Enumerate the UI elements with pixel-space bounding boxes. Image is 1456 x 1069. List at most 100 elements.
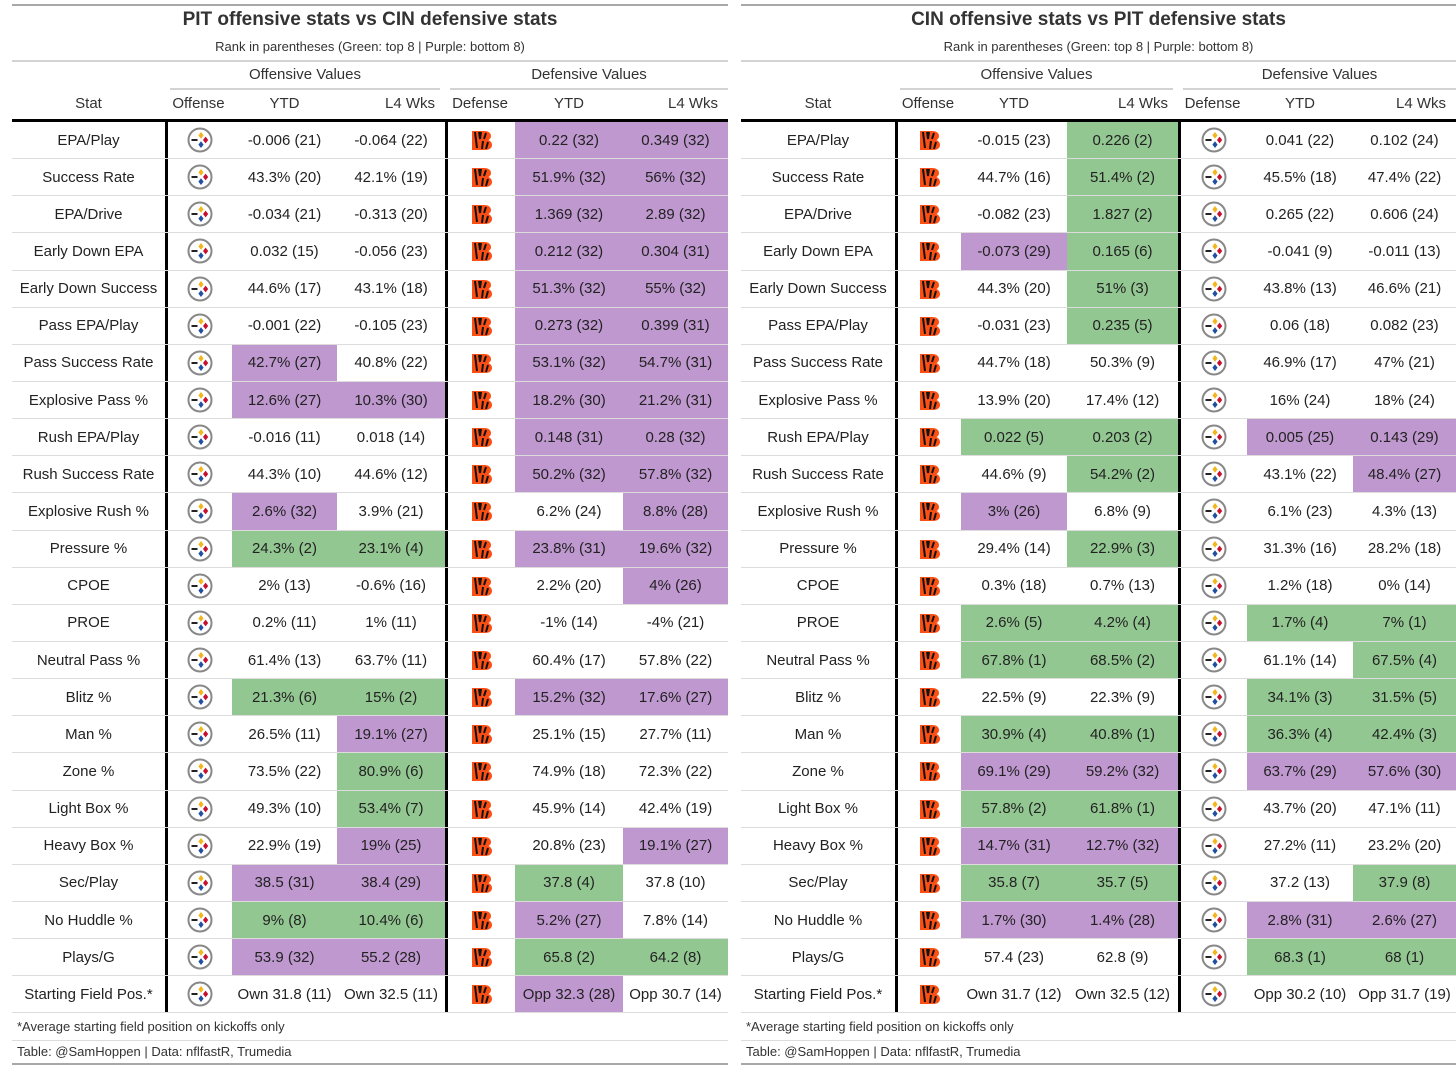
offense-team-cell — [895, 493, 961, 530]
table-row: Light Box % 49.3% (10) 53.4% (7) 45.9% (14)… — [12, 790, 728, 828]
offense-team-cell — [165, 604, 232, 641]
def-l4-value: 57.8% (22) — [638, 651, 713, 669]
def-l4-value: 19.6% (32) — [623, 530, 728, 567]
steelers-logo-icon — [186, 572, 214, 600]
offense-team-cell — [895, 790, 961, 827]
bengals-logo-icon — [916, 795, 944, 823]
table-row: Early Down Success 44.6% (17) 43.1% (18) 51… — [12, 270, 728, 308]
offense-team-cell — [895, 456, 961, 493]
def-ytd-value: 27.2% (11) — [1263, 837, 1337, 855]
off-l4-value: 22.3% (9) — [1089, 688, 1156, 706]
offense-team-cell — [895, 901, 961, 939]
off-ytd-value: Own 31.8 (11) — [237, 985, 332, 1003]
stat-label: Pass Success Rate — [752, 354, 884, 372]
bengals-logo-icon — [916, 869, 944, 897]
off-ytd-value: 53.9 (32) — [232, 939, 337, 976]
defense-team-cell — [1178, 159, 1247, 196]
off-l4-value: 0.226 (2) — [1067, 122, 1178, 159]
steelers-logo-icon — [1200, 609, 1228, 637]
def-l4-value: -4% (21) — [646, 614, 705, 632]
bengals-logo-icon — [916, 980, 944, 1008]
stat-label: Neutral Pass % — [766, 651, 870, 669]
stat-label: Success Rate — [42, 168, 135, 186]
def-l4-value: 68 (1) — [1353, 939, 1456, 976]
table-row: Rush EPA/Play -0.016 (11) 0.018 (14) 0.148 … — [12, 419, 728, 457]
def-ytd-value: 74.9% (18) — [532, 762, 606, 780]
stat-label: Zone % — [792, 762, 844, 780]
off-ytd-value: 2% (13) — [258, 577, 311, 595]
defense-team-cell — [445, 604, 515, 641]
off-ytd-value: 22.5% (9) — [981, 688, 1047, 706]
def-ytd-value: 51.9% (32) — [515, 159, 623, 196]
steelers-logo-icon — [1200, 312, 1228, 340]
steelers-logo-icon — [186, 869, 214, 897]
steelers-logo-icon — [1200, 535, 1228, 563]
defense-team-cell — [445, 530, 515, 567]
def-l4-value: 23.2% (20) — [1367, 837, 1442, 855]
stat-label: Pressure % — [49, 540, 128, 558]
column-header-off-l4: L4 Wks — [1117, 95, 1168, 112]
offense-team-cell — [165, 233, 232, 270]
def-l4-value: 57.6% (30) — [1353, 753, 1456, 790]
def-l4-value: 18% (24) — [1374, 391, 1435, 409]
offense-team-cell — [895, 159, 961, 196]
stat-label: Rush EPA/Play — [767, 428, 869, 446]
stat-label: Explosive Pass % — [28, 391, 149, 409]
def-l4-value: 0.399 (31) — [623, 307, 728, 344]
bengals-logo-icon — [468, 200, 496, 228]
off-l4-value: 19.1% (27) — [337, 716, 445, 753]
offense-team-cell — [895, 270, 961, 307]
off-ytd-value: -0.006 (21) — [247, 131, 322, 149]
offense-team-cell — [895, 567, 961, 604]
column-header-defense: Defense — [1184, 95, 1241, 112]
offense-team-cell — [895, 716, 961, 753]
def-l4-value: 0.28 (32) — [623, 419, 728, 456]
bengals-logo-icon — [916, 275, 944, 303]
stat-label: Sec/Play — [58, 874, 119, 892]
off-l4-value: 80.9% (6) — [337, 753, 445, 790]
defense-team-cell — [445, 827, 515, 864]
offense-team-cell — [165, 864, 232, 901]
off-ytd-value: 44.3% (10) — [247, 465, 322, 483]
bengals-logo-icon — [916, 349, 944, 377]
stat-label: Starting Field Pos.* — [24, 985, 153, 1003]
table-row: Pressure % 24.3% (2) 23.1% (4) 23.8% (31) 19… — [12, 530, 728, 568]
off-ytd-value: 0.022 (5) — [961, 419, 1067, 456]
def-ytd-value: 51.3% (32) — [515, 270, 623, 307]
defense-team-cell — [445, 679, 515, 716]
off-ytd-value: 44.3% (20) — [977, 280, 1051, 298]
def-l4-value: 27.7% (11) — [639, 725, 712, 743]
off-l4-value: 54.2% (2) — [1067, 456, 1178, 493]
off-l4-value: 55.2 (28) — [337, 939, 445, 976]
defense-team-cell — [1178, 790, 1247, 827]
off-l4-value: 43.1% (18) — [354, 280, 428, 298]
def-ytd-value: Opp 30.2 (10) — [1253, 985, 1347, 1003]
defense-team-cell — [445, 790, 515, 827]
off-ytd-value: 38.5 (31) — [232, 864, 337, 901]
top-rule — [12, 4, 728, 6]
def-ytd-value: -1% (14) — [540, 614, 598, 632]
offense-team-cell — [165, 976, 232, 1013]
stat-label: Rush Success Rate — [22, 465, 155, 483]
table-row: PROE 0.2% (11) 1% (11) -1% (14) -4% (21) — [12, 604, 728, 642]
table-row: Starting Field Pos.* Own 31.8 (11) Own 32.… — [12, 976, 728, 1014]
steelers-logo-icon — [186, 163, 214, 191]
spanner-offensive-values: Offensive Values — [170, 66, 440, 90]
bengals-logo-icon — [916, 200, 944, 228]
steelers-logo-icon — [186, 460, 214, 488]
stat-label: Explosive Rush % — [757, 502, 879, 520]
offense-team-cell — [165, 493, 232, 530]
def-ytd-value: 53.1% (32) — [515, 344, 623, 381]
table-row: Pass EPA/Play -0.031 (23) 0.235 (5) 0.06 (1… — [741, 307, 1456, 345]
off-ytd-value: 44.6% (17) — [247, 280, 322, 298]
stat-label: Early Down EPA — [33, 242, 144, 260]
off-ytd-value: -0.001 (22) — [247, 317, 322, 335]
defense-team-cell — [1178, 604, 1247, 641]
offense-team-cell — [895, 679, 961, 716]
defense-team-cell — [445, 753, 515, 790]
offense-team-cell — [895, 381, 961, 419]
off-ytd-value: -0.015 (23) — [977, 131, 1051, 149]
off-l4-value: Own 32.5 (11) — [344, 985, 438, 1003]
def-l4-value: 72.3% (22) — [638, 762, 713, 780]
bengals-logo-icon — [468, 943, 496, 971]
